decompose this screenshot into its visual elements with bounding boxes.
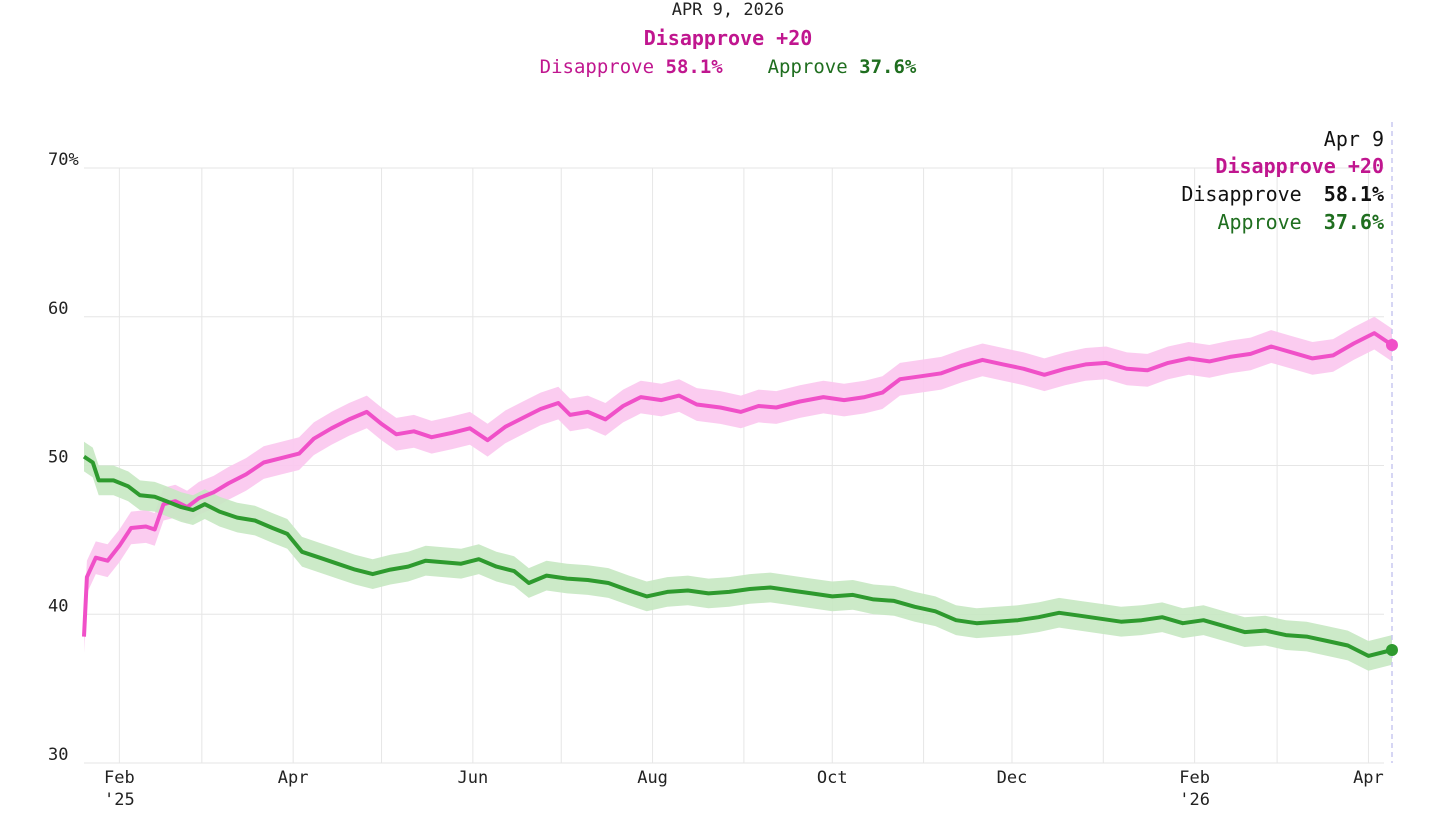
approve-line [82,454,1393,658]
tooltip-disapprove: Disapprove 58.1% [1181,182,1384,206]
hover-tooltip: Apr 9 Disapprove +20 Disapprove 58.1% Ap… [1181,127,1384,234]
tooltip-approve-value: 37.6% [1324,210,1384,234]
tooltip-disapprove-label: Disapprove [1181,182,1301,206]
approve-endpoint-dot [1386,643,1398,656]
tooltip-approve-label: Approve [1217,210,1301,234]
y-axis: 30 40 50 60 70% [48,150,79,765]
x-tick-label: Apr [278,768,309,788]
endpoint-dots [1386,339,1398,656]
x-tick-sublabel: '26 [1179,790,1210,810]
tooltip-margin: Disapprove +20 [1215,154,1384,178]
uncertainty-bands [84,316,1392,671]
header-disapprove-value: 58.1% [665,56,723,78]
x-tick-label: Aug [637,768,668,788]
header-date: APR 9, 2026 [671,0,785,20]
header-disapprove-label: Disapprove [539,56,655,78]
header-margin: Disapprove +20 [643,26,813,50]
tooltip-date: Apr 9 [1324,127,1384,151]
approve-band [84,441,1392,671]
x-tick-sublabel: '25 [104,790,135,810]
disapprove-line [82,331,1394,637]
disapprove-endpoint-dot [1386,339,1398,352]
tooltip-disapprove-value: 58.1% [1324,182,1384,206]
x-tick-label: Jun [458,768,489,788]
x-tick-label: Feb [1179,768,1210,788]
header-values: Disapprove 58.1% Approve 37.6% [0,56,1456,78]
y-tick-label: 40 [48,596,68,616]
header-approve-value: 37.6% [859,56,917,78]
series-lines [82,331,1394,658]
y-tick-label: 50 [48,448,68,468]
tooltip-approve: Approve 37.6% [1217,210,1384,234]
x-tick-label: Dec [997,768,1028,788]
header-approve-label: Approve [767,56,848,78]
x-tick-label: Apr [1353,768,1384,788]
y-tick-label: 30 [48,745,68,765]
x-tick-label: Feb [104,768,135,788]
y-tick-label: 70% [48,150,79,170]
x-tick-label: Oct [817,768,848,788]
y-tick-label: 60 [48,299,68,319]
